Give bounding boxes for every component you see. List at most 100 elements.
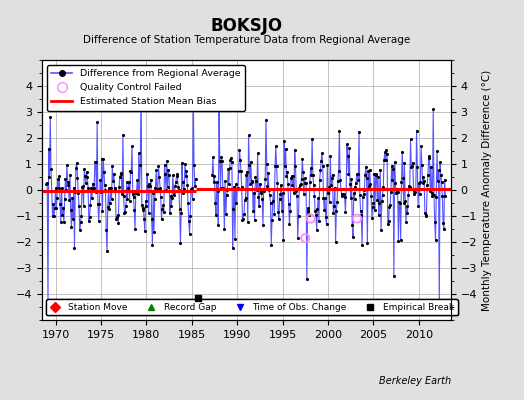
Point — [45, 174, 53, 180]
Point — [286, 207, 294, 214]
Point — [71, 189, 80, 196]
Point — [117, 171, 126, 177]
Point — [433, 148, 441, 154]
Point — [160, 162, 169, 168]
Point — [62, 186, 70, 193]
Point — [301, 180, 310, 186]
Point — [179, 190, 188, 196]
Point — [222, 192, 231, 198]
Point — [119, 132, 127, 138]
Point — [380, 149, 389, 155]
Point — [309, 172, 317, 178]
Point — [225, 164, 234, 171]
Point — [73, 175, 82, 182]
Point — [285, 221, 293, 227]
Point — [408, 162, 416, 169]
Point — [439, 220, 447, 226]
Point — [144, 183, 152, 190]
Point — [82, 169, 91, 175]
Point — [355, 128, 363, 135]
Point — [121, 208, 129, 215]
Point — [287, 175, 295, 181]
Point — [61, 176, 70, 182]
Point — [165, 172, 173, 178]
Text: BOKSJO: BOKSJO — [210, 17, 282, 35]
Point — [320, 206, 329, 213]
Point — [89, 186, 97, 192]
Point — [184, 218, 193, 225]
Point — [322, 221, 331, 228]
Point — [152, 166, 160, 173]
Point — [412, 186, 420, 192]
Point — [118, 190, 126, 197]
Point — [132, 190, 140, 196]
Point — [107, 196, 116, 202]
Point — [259, 221, 267, 228]
Point — [108, 162, 116, 169]
Point — [224, 166, 232, 172]
Point — [333, 198, 341, 205]
Point — [91, 158, 99, 165]
Point — [373, 197, 381, 203]
Point — [423, 182, 431, 188]
Point — [285, 201, 293, 208]
Point — [146, 182, 155, 189]
Point — [97, 189, 105, 195]
Point — [290, 190, 298, 196]
Point — [92, 189, 101, 196]
Point — [225, 181, 233, 188]
Point — [185, 230, 194, 237]
Point — [180, 186, 189, 192]
Point — [300, 175, 309, 182]
Point — [179, 179, 187, 186]
Point — [302, 180, 310, 186]
Point — [381, 156, 390, 163]
Point — [318, 150, 326, 157]
Point — [230, 184, 238, 190]
Point — [414, 180, 423, 186]
Point — [430, 192, 438, 198]
Point — [352, 180, 360, 187]
Point — [275, 216, 283, 222]
Point — [247, 159, 255, 165]
Point — [344, 153, 352, 159]
Point — [172, 171, 181, 178]
Point — [234, 185, 242, 191]
Point — [366, 180, 375, 187]
Point — [106, 200, 114, 206]
Point — [374, 174, 382, 180]
Point — [169, 171, 177, 178]
Point — [162, 158, 171, 164]
Point — [263, 183, 271, 190]
Point — [70, 185, 78, 192]
Point — [354, 176, 363, 183]
Point — [164, 166, 172, 173]
Point — [409, 188, 418, 194]
Point — [156, 184, 164, 191]
Point — [183, 181, 191, 188]
Point — [77, 219, 85, 226]
Point — [350, 190, 358, 196]
Text: Difference of Station Temperature Data from Regional Average: Difference of Station Temperature Data f… — [83, 35, 410, 45]
Point — [282, 173, 291, 179]
Point — [229, 205, 237, 212]
Point — [135, 150, 143, 156]
Point — [245, 162, 254, 168]
Point — [433, 178, 442, 184]
Point — [112, 216, 121, 222]
Point — [70, 245, 79, 251]
Point — [322, 214, 330, 220]
Point — [387, 189, 395, 195]
Point — [56, 201, 64, 208]
Point — [307, 215, 315, 222]
Point — [63, 162, 71, 168]
Point — [244, 132, 253, 138]
Point — [126, 198, 134, 204]
Point — [249, 208, 257, 214]
Point — [372, 172, 380, 178]
Point — [235, 146, 244, 153]
Point — [157, 194, 165, 200]
Point — [163, 184, 172, 190]
Point — [386, 202, 394, 209]
Point — [126, 168, 135, 174]
